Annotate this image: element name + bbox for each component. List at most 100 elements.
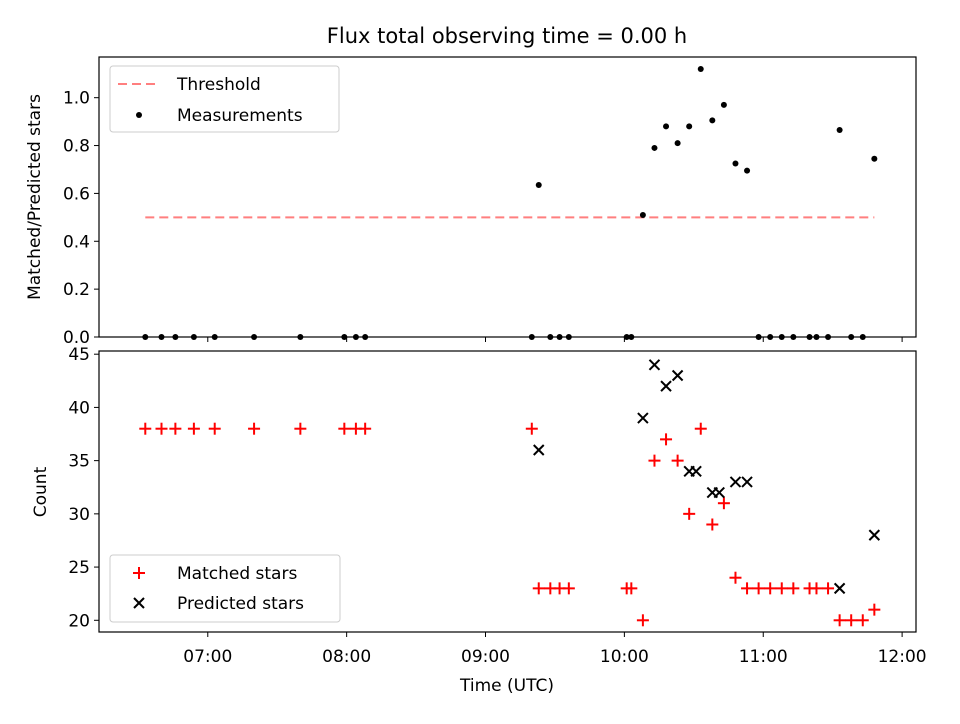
matched-star-point — [856, 614, 869, 627]
measurement-point — [528, 334, 535, 340]
matched-star-point — [338, 422, 351, 435]
measurements-series — [142, 65, 878, 340]
matched-star-point — [671, 454, 684, 467]
matched-star-point — [764, 582, 777, 595]
measurement-point — [556, 334, 563, 340]
measurement-point — [720, 101, 727, 108]
matched-star-point — [752, 582, 765, 595]
measurement-point — [190, 334, 197, 340]
measurement-point — [639, 211, 646, 218]
measurement-point — [813, 334, 820, 340]
bottom-y-tick-label: 40 — [68, 398, 90, 418]
measurement-point — [352, 334, 359, 340]
x-axis-label: Time (UTC) — [459, 676, 554, 696]
matched-star-point — [706, 518, 719, 531]
matched-stars-series — [139, 422, 881, 627]
measurement-point — [836, 126, 843, 133]
measurement-point — [790, 334, 797, 340]
matched-star-point — [683, 507, 696, 520]
measurement-point — [848, 334, 855, 340]
bottom-y-axis: 20 25 30 35 40 45 — [68, 345, 99, 631]
matched-star-point — [294, 422, 307, 435]
matched-star-point — [717, 497, 730, 510]
measurement-point — [674, 140, 681, 147]
matched-star-point — [648, 454, 661, 467]
bottom-y-axis-label: Count — [31, 466, 51, 517]
predicted-star-point — [660, 380, 672, 392]
matched-star-point — [660, 433, 673, 446]
measurement-point — [697, 65, 704, 72]
measurement-point — [251, 334, 258, 340]
top-y-tick-label: 0.8 — [63, 137, 90, 157]
top-y-tick-label: 0.6 — [63, 184, 90, 204]
predicted-star-point — [671, 369, 684, 382]
measurement-point — [859, 334, 866, 340]
predicted-star-point — [741, 476, 753, 488]
matched-star-point — [694, 422, 707, 435]
matched-star-point — [787, 582, 800, 595]
measurement-point — [172, 334, 179, 340]
measurement-point — [297, 334, 304, 340]
matched-star-point — [562, 582, 575, 595]
matched-star-point — [208, 422, 221, 435]
predicted-star-point — [868, 529, 881, 541]
matched-star-point — [525, 422, 538, 435]
x-tick-label: 11:00 — [739, 647, 788, 667]
bottom-x-axis: 07:00 08:00 09:00 10:00 11:00 12:00 — [183, 632, 927, 667]
legend-predicted-swatch — [133, 597, 145, 609]
measurement-point — [651, 144, 658, 151]
matched-star-point — [187, 422, 200, 435]
measurement-point — [142, 334, 149, 340]
legend-measurements-swatch — [136, 112, 142, 118]
matched-star-point — [833, 614, 846, 627]
chart-title: Flux total observing time = 0.00 h — [327, 24, 687, 48]
top-y-tick-label: 1.0 — [63, 89, 90, 109]
x-tick-label: 09:00 — [461, 647, 510, 667]
measurement-point — [871, 155, 878, 162]
measurement-point — [778, 334, 785, 340]
top-plot-frame — [98, 56, 917, 338]
x-tick-label: 08:00 — [322, 647, 371, 667]
top-y-axis: 0.0 0.2 0.4 0.6 0.8 1.0 — [63, 89, 99, 348]
bottom-plot-frame — [98, 350, 917, 633]
top-y-tick-label: 0.0 — [63, 328, 90, 348]
predicted-star-point — [533, 444, 545, 456]
bottom-y-tick-label: 20 — [68, 611, 90, 631]
bottom-panel: 20 25 30 35 40 45 07:00 08:00 09:00 10:00 11:00 12… — [31, 345, 927, 696]
measurement-point — [158, 334, 165, 340]
measurement-point — [663, 123, 670, 130]
legend-threshold-label: Threshold — [176, 75, 261, 95]
predicted-stars-series — [533, 359, 881, 595]
matched-star-point — [625, 582, 638, 595]
top-legend-box — [109, 65, 340, 133]
top-y-tick-label: 0.2 — [63, 280, 90, 300]
measurement-point — [341, 334, 348, 340]
measurement-point — [623, 334, 630, 340]
legend-measurements-label: Measurements — [177, 106, 303, 126]
measurement-point — [362, 334, 369, 340]
legend-matched-label: Matched stars — [177, 564, 297, 584]
predicted-star-point — [729, 476, 742, 488]
matched-star-point — [248, 422, 261, 435]
top-x-tick-marks — [207, 337, 903, 342]
measurement-point — [628, 334, 635, 340]
matched-star-point — [810, 582, 823, 595]
predicted-star-point — [833, 582, 846, 595]
x-tick-label: 12:00 — [878, 647, 927, 667]
top-y-axis-label: Matched/Predicted stars — [25, 94, 45, 300]
matched-star-point — [741, 582, 754, 595]
matched-star-point — [139, 422, 152, 435]
measurement-point — [755, 334, 762, 340]
matched-star-point — [845, 614, 858, 627]
predicted-star-point — [690, 465, 702, 477]
matched-star-point — [729, 571, 742, 584]
matched-star-point — [169, 422, 182, 435]
measurement-point — [806, 334, 813, 340]
predicted-star-point — [637, 412, 649, 424]
matched-star-point — [775, 582, 788, 595]
predicted-star-point — [648, 359, 661, 371]
bottom-y-tick-label: 35 — [68, 452, 90, 472]
matched-star-point — [155, 422, 168, 435]
top-y-tick-label: 0.4 — [63, 232, 90, 252]
